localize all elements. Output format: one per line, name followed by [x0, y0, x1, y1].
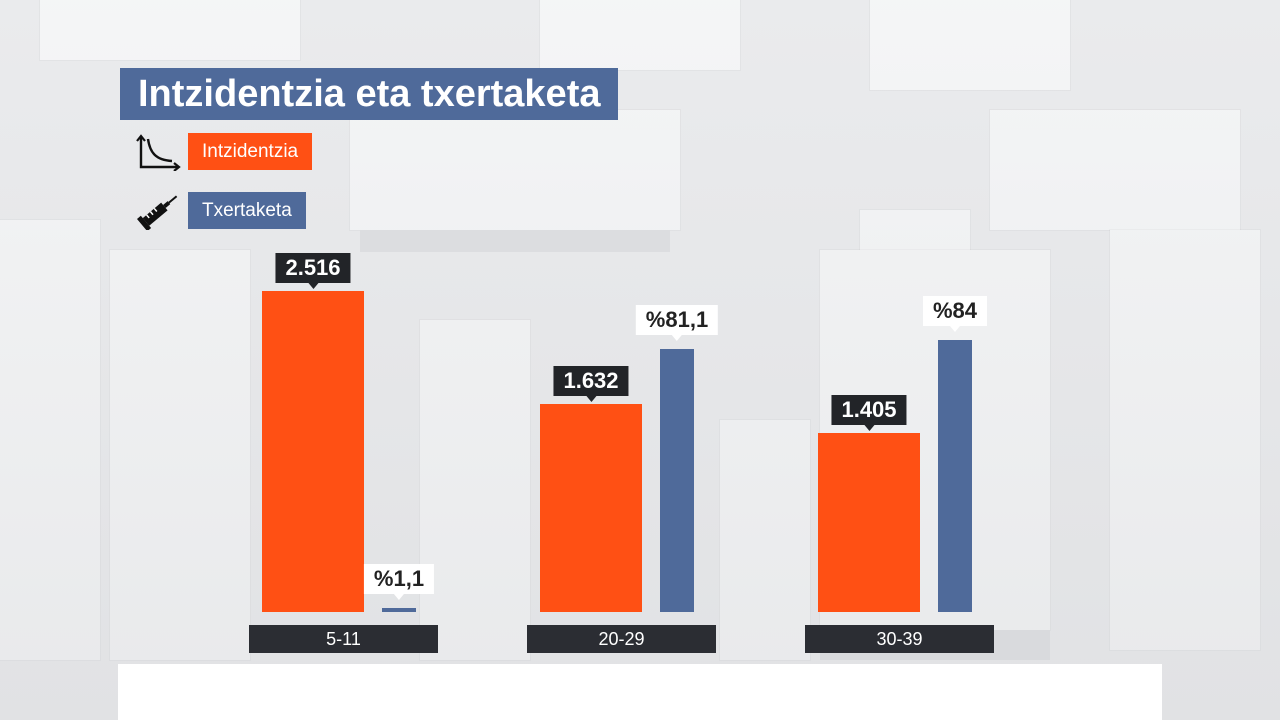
value-label-vaccination-5-11: %1,1	[363, 564, 435, 600]
bottom-panel	[118, 664, 1162, 720]
bar-vaccination-30-39	[938, 340, 972, 612]
value-label-incidence-30-39: 1.405	[831, 394, 907, 431]
curve-axes-icon	[136, 134, 181, 171]
bar-incidence-5-11	[262, 291, 364, 612]
category-label-20-29: 20-29	[527, 625, 716, 653]
legend-label-vaccination: Txertaketa	[188, 192, 306, 229]
value-label-vaccination-20-29: %81,1	[635, 305, 719, 342]
bar-incidence-30-39	[818, 432, 920, 612]
bar-vaccination-20-29	[660, 349, 694, 612]
legend-label-incidence: Intzidentzia	[188, 133, 313, 170]
bar-incidence-20-29	[540, 403, 642, 612]
value-label-vaccination-30-39: %84	[922, 296, 988, 332]
value-label-incidence-20-29: 1.632	[553, 365, 629, 402]
syringe-icon	[137, 195, 178, 230]
chart-title: Intzidentzia eta txertaketa	[120, 68, 619, 120]
category-label-30-39: 30-39	[805, 625, 994, 653]
value-label-incidence-5-11: 2.516	[275, 253, 351, 289]
category-label-5-11: 5-11	[249, 625, 438, 653]
bar-vaccination-5-11	[382, 608, 416, 612]
